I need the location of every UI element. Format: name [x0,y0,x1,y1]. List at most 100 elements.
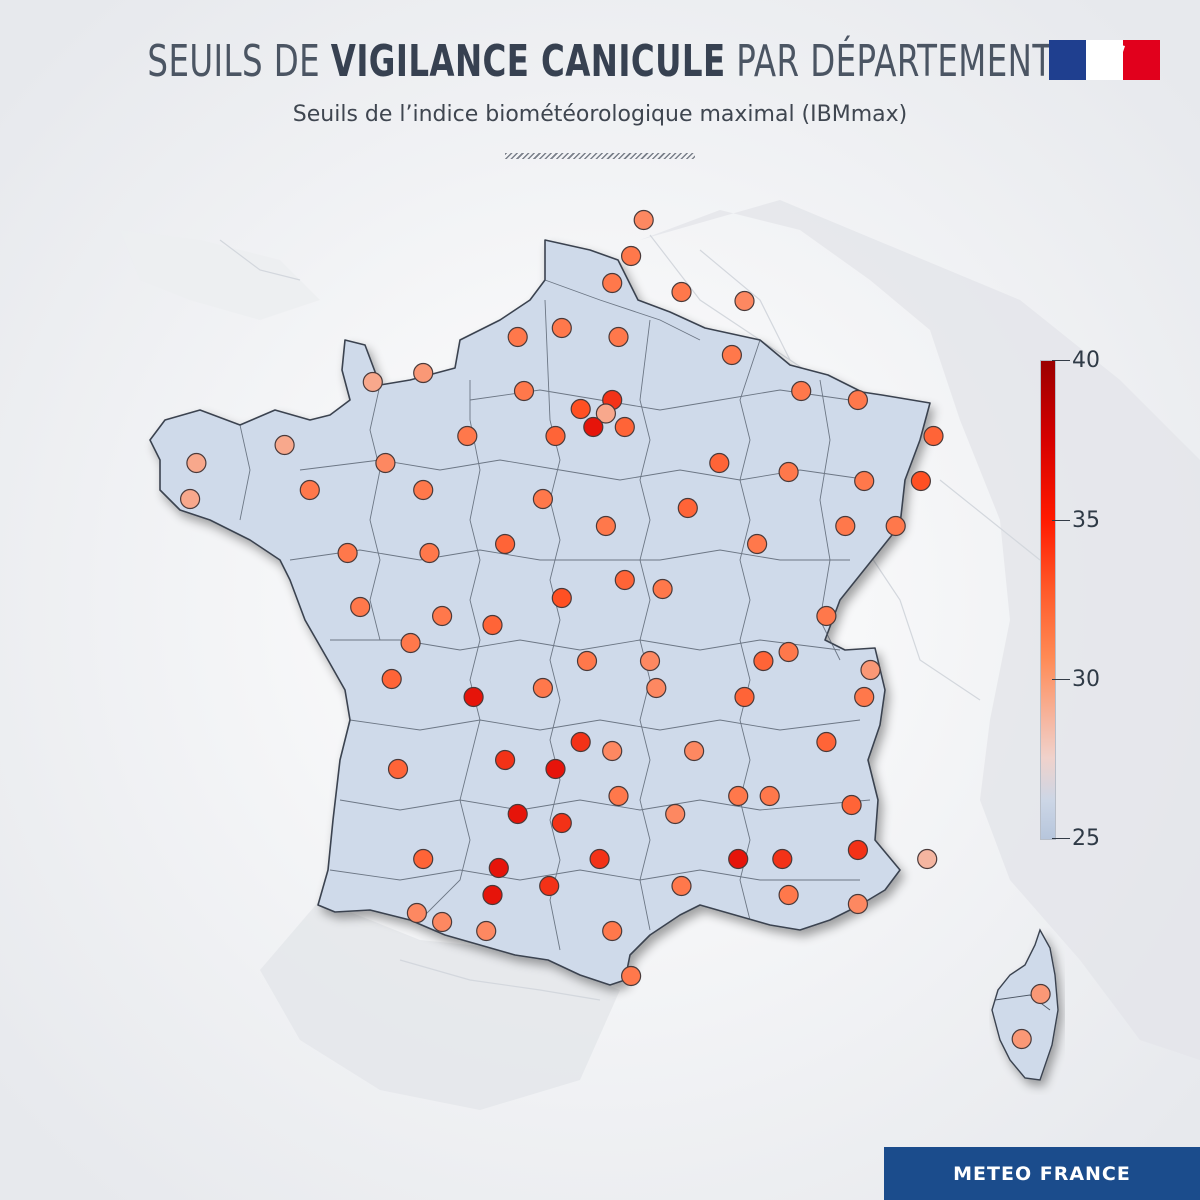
department-dot-69 [551,812,572,834]
legend-label-min: 25 [1072,826,1100,851]
department-dot-73 [759,785,780,807]
department-dot-2 [620,245,642,267]
department-dot-41 [885,515,906,537]
department-dot-23 [299,479,320,501]
department-dot-10 [362,371,383,393]
department-dot-92 [1030,983,1051,1005]
legend-label-30: 30 [1072,667,1100,692]
corsica [991,928,1059,1081]
department-dot-43 [551,587,572,609]
republique-francaise-logo [1049,40,1160,80]
department-dot-17 [545,425,566,447]
department-dot-32 [847,389,869,411]
department-dot-93 [1011,1028,1032,1050]
department-dot-11 [513,380,535,402]
department-dot-35 [709,452,730,474]
department-dot-5 [734,290,755,312]
map-title: SEUILS DE VIGILANCE CANICULE PAR DÉPARTE… [108,36,1092,87]
department-dot-64 [602,740,623,762]
department-dot-16 [614,416,635,438]
map-subtitle: Seuils de l’indice biométéorologique max… [292,102,908,127]
department-dot-50 [381,668,402,690]
department-dot-9 [413,362,434,384]
title-bold: VIGILANCE CANICULE [330,36,726,87]
department-dot-25 [532,488,554,510]
department-dot-80 [539,875,560,897]
department-dot-49 [400,632,421,654]
department-dot-77 [772,848,793,870]
department-dot-37 [854,470,875,492]
department-dot-62 [495,749,516,771]
title-divider [505,153,695,159]
department-dot-3 [602,272,623,294]
marianne-icon [1096,44,1125,80]
legend-label-35: 35 [1072,508,1100,533]
department-dot-27 [495,533,516,555]
department-dot-24 [413,479,434,501]
department-dot-29 [337,542,358,564]
department-dot-6 [551,317,572,339]
department-dot-72 [728,785,749,807]
department-dot-52 [532,677,554,699]
department-dot-75 [847,839,869,861]
department-dot-67 [387,758,409,780]
department-borders [239,279,871,951]
department-dot-47 [432,605,453,627]
department-dot-89 [476,920,497,942]
department-dot-85 [778,884,799,906]
department-dot-46 [350,596,371,618]
department-dot-88 [432,911,453,933]
department-dot-33 [923,425,944,447]
department-dot-61 [570,731,591,753]
legend-label-max: 40 [1072,348,1100,373]
department-dot-83 [413,848,434,870]
department-dot-82 [482,884,503,906]
department-dot-7 [608,326,629,348]
title-part-2: PAR DÉPARTEMENT [725,36,1053,87]
department-dot-76 [917,848,938,870]
legend-tick-35 [1052,520,1070,521]
department-dot-42 [614,569,635,591]
department-dot-8 [507,326,528,348]
department-dot-28 [419,542,440,564]
department-dot-90 [602,920,623,942]
department-dot-55 [646,677,667,699]
department-dot-81 [488,857,509,879]
department-dot-53 [576,650,598,672]
department-dot-1 [633,209,654,231]
department-dot-87 [406,902,427,924]
department-dot-59 [860,659,881,681]
department-dot-65 [683,740,705,762]
department-dot-51 [463,686,484,708]
legend-tick-40 [1052,360,1070,361]
france-mainland [149,239,931,986]
department-dot-56 [753,650,774,672]
department-threshold-dots [180,209,1051,1050]
department-dot-30 [721,344,743,366]
department-dot-48 [482,614,503,636]
department-dot-57 [778,641,799,663]
department-dot-22 [180,488,201,510]
title-part-1: SEUILS DE [147,36,331,87]
legend-tick-25 [1052,838,1070,839]
department-dot-54 [639,650,661,672]
department-dot-19 [274,434,295,456]
department-dot-44 [652,578,673,600]
department-dot-38 [677,497,698,519]
department-dot-91 [620,965,642,987]
meteo-france-brand: METEO FRANCE [884,1147,1200,1200]
department-dot-74 [841,794,862,816]
department-dot-14 [595,403,617,424]
department-dot-79 [589,848,610,870]
department-dot-4 [671,281,692,303]
department-dot-13 [570,398,591,420]
department-dot-26 [595,515,617,537]
department-dot-20 [375,452,396,474]
department-dot-18 [457,425,478,447]
department-dot-40 [835,515,856,537]
department-dot-84 [671,875,692,897]
legend-tick-30 [1052,679,1070,680]
department-dot-58 [734,686,755,708]
